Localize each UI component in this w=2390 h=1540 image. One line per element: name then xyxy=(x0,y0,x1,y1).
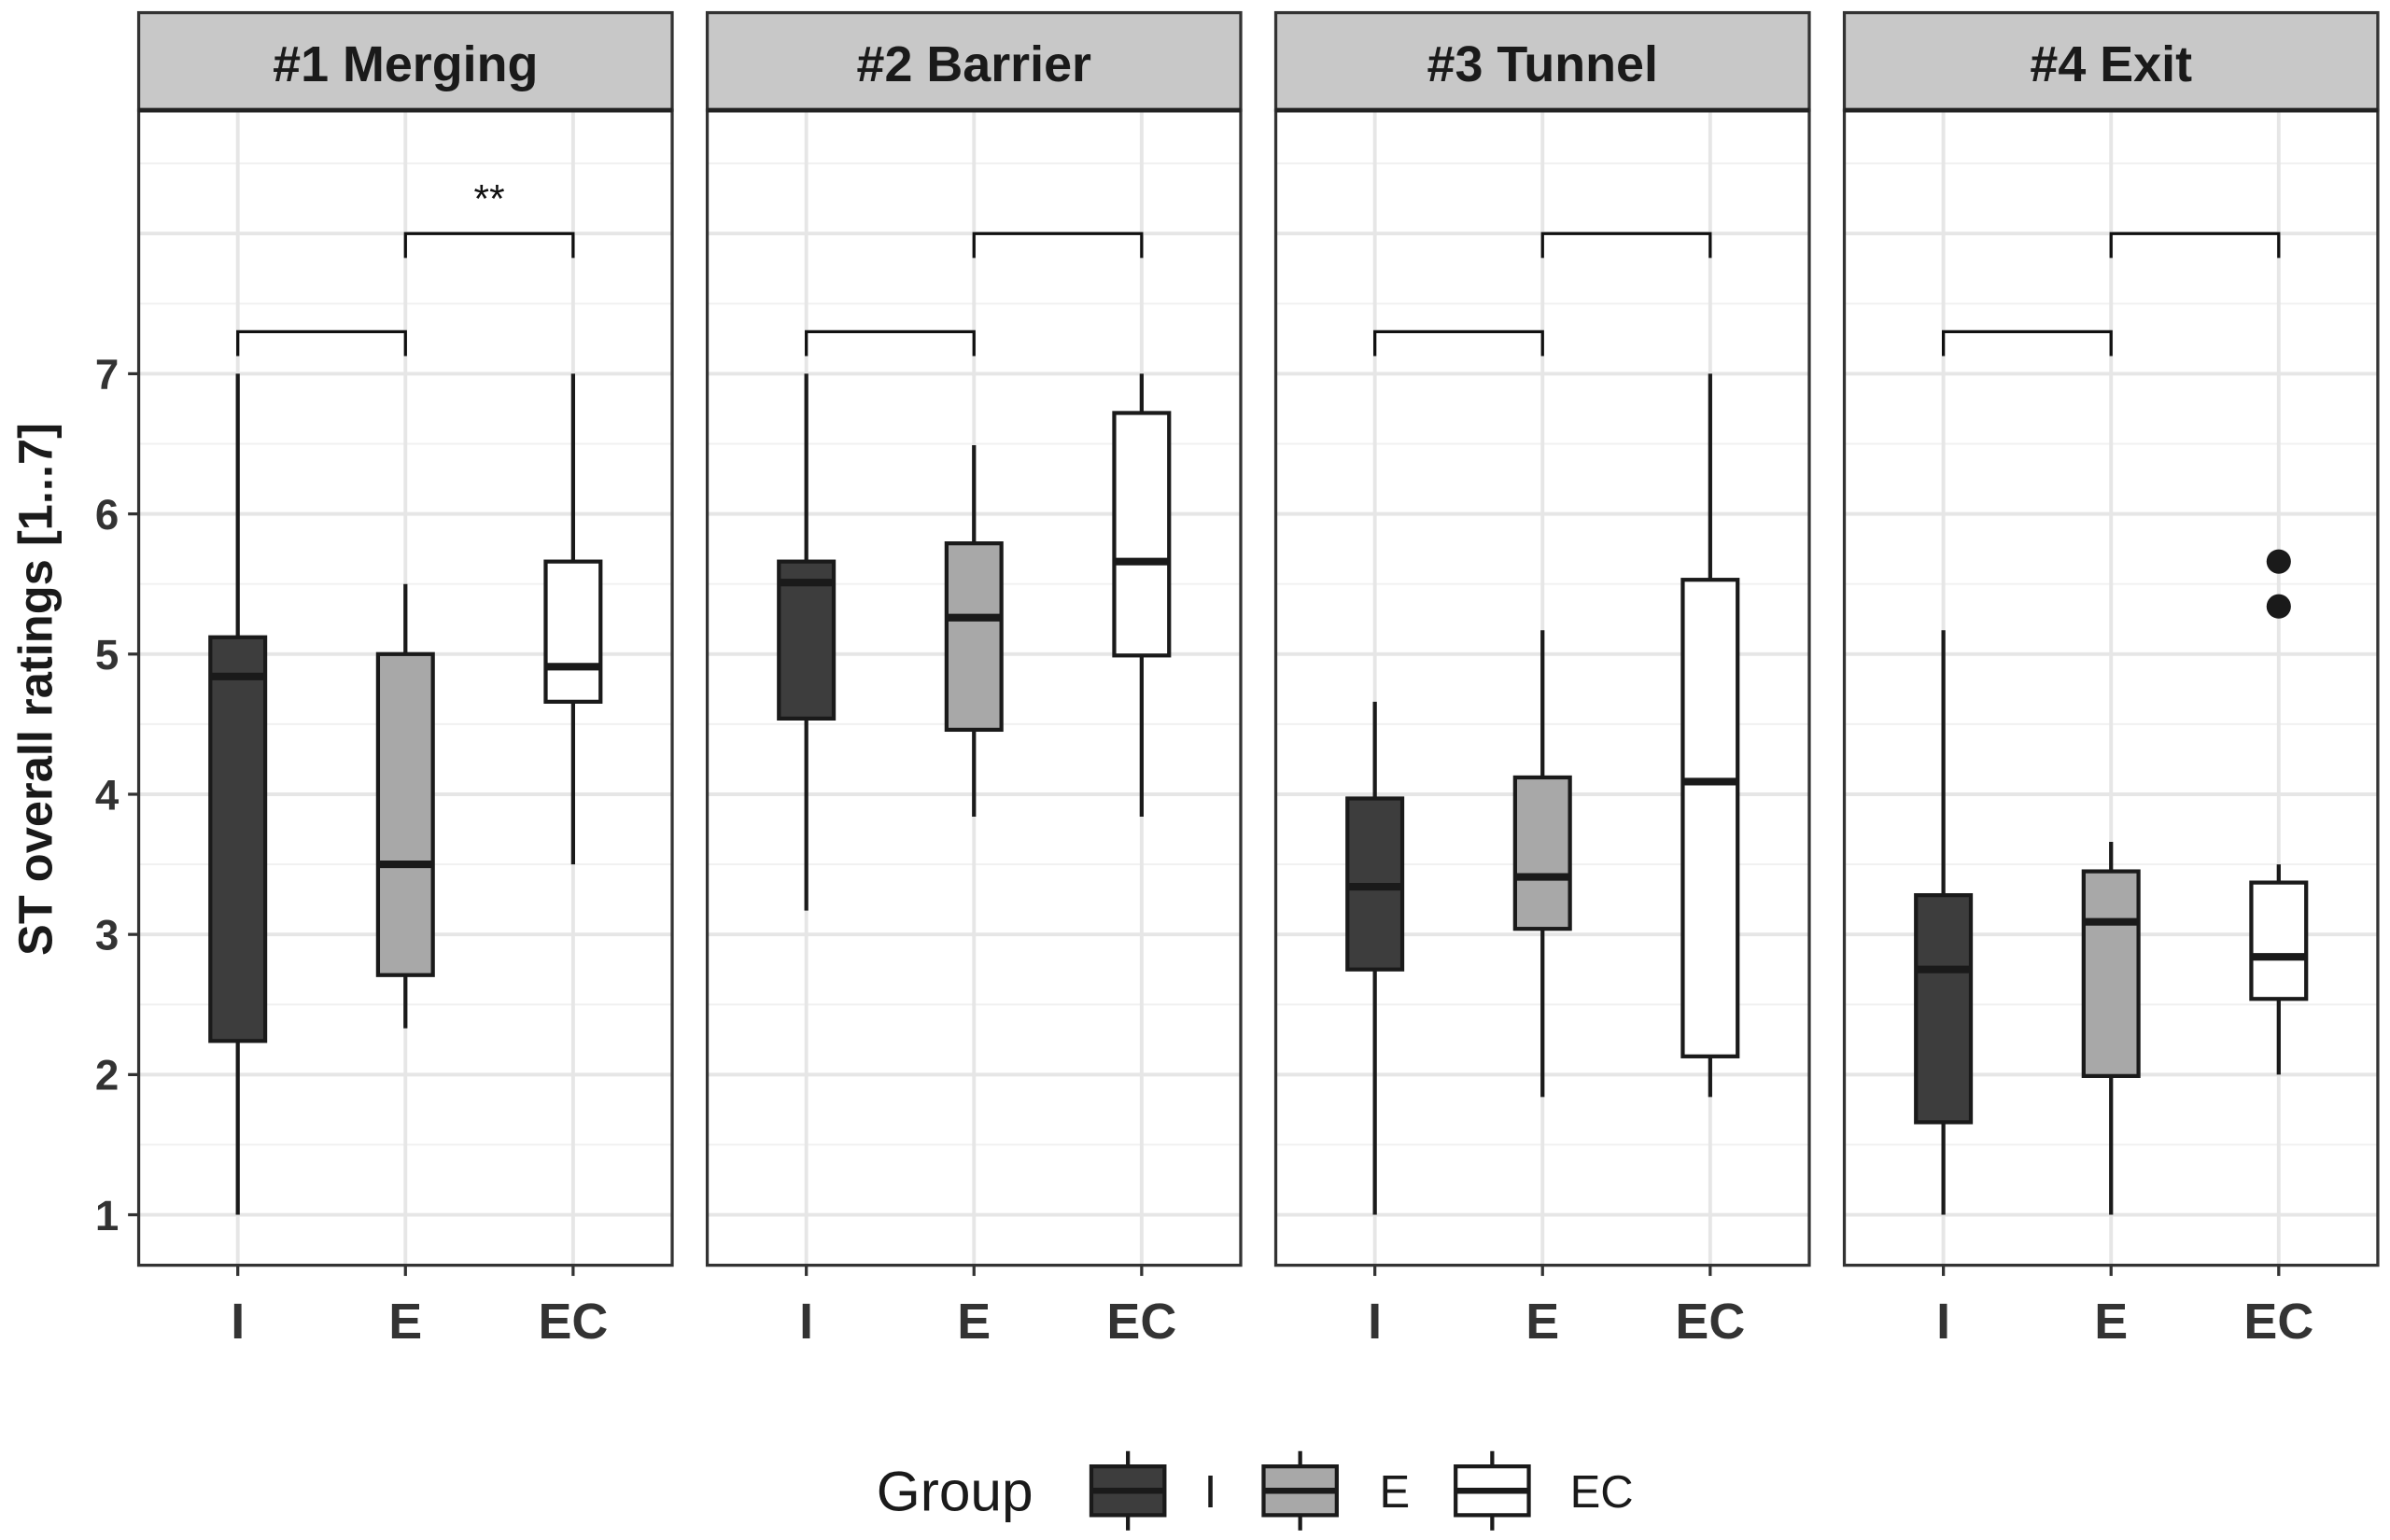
y-tick-label: 2 xyxy=(95,1052,119,1099)
y-tick-label: 4 xyxy=(95,771,120,819)
legend-label: EC xyxy=(1570,1467,1634,1518)
significance-bracket xyxy=(1942,329,2113,357)
x-tick-label: I xyxy=(1368,1294,1382,1350)
x-tick-label: E xyxy=(388,1294,422,1350)
box-ec xyxy=(1680,578,1740,1058)
y-tick-label: 6 xyxy=(95,491,119,539)
x-tick-label: E xyxy=(1525,1294,1559,1350)
legend-label: I xyxy=(1204,1467,1217,1518)
box-e xyxy=(2081,869,2141,1078)
x-tick-label: I xyxy=(231,1294,245,1350)
outlier-point xyxy=(2266,549,2291,574)
significance-bracket xyxy=(403,231,575,259)
significance-bracket xyxy=(2109,231,2281,259)
y-axis-label: ST overall ratings [1...7] xyxy=(9,423,63,956)
box-ec xyxy=(1112,411,1172,658)
y-tick-label: 1 xyxy=(95,1192,119,1239)
x-tick-label: E xyxy=(957,1294,991,1350)
significance-bracket xyxy=(1540,231,1712,259)
y-tick-label: 5 xyxy=(95,631,119,679)
panel-title: #2 Barrier xyxy=(856,36,1091,92)
x-tick-label: EC xyxy=(538,1294,608,1350)
significance-bracket xyxy=(236,329,407,357)
strip-header xyxy=(705,10,1243,112)
box-ec xyxy=(2249,880,2309,1001)
box-e xyxy=(1512,775,1572,931)
x-tick-label: I xyxy=(1936,1294,1950,1350)
outlier-point xyxy=(2266,594,2291,619)
x-tick-label: EC xyxy=(1675,1294,1745,1350)
box-e xyxy=(375,651,435,977)
y-tick-label: 7 xyxy=(95,351,119,399)
box-e xyxy=(944,541,1004,733)
panel-title: #3 Tunnel xyxy=(1427,36,1658,92)
y-tick-label: 3 xyxy=(95,911,119,959)
x-tick-label: E xyxy=(2094,1294,2128,1350)
panel-title: #1 Merging xyxy=(273,36,538,92)
box-i xyxy=(1914,892,1974,1125)
panel-title: #4 Exit xyxy=(2030,36,2192,92)
x-tick-label: EC xyxy=(2243,1294,2313,1350)
significance-bracket xyxy=(805,329,976,357)
x-tick-label: I xyxy=(799,1294,813,1350)
box-i xyxy=(208,635,268,1043)
strip-header xyxy=(136,10,674,112)
legend-label: E xyxy=(1380,1467,1411,1518)
box-i xyxy=(777,559,836,721)
legend-title: Group xyxy=(877,1459,1033,1522)
significance-label: ** xyxy=(474,176,505,220)
significance-bracket xyxy=(972,231,1144,259)
significance-bracket xyxy=(1373,329,1544,357)
box-ec xyxy=(543,559,603,704)
x-tick-label: EC xyxy=(1106,1294,1176,1350)
